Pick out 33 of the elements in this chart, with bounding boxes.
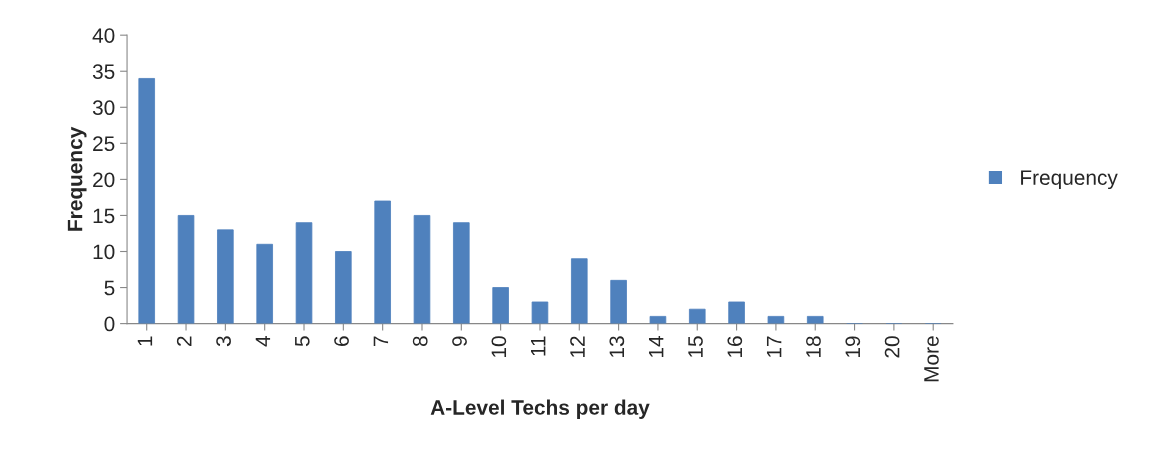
x-tick-label: 11 (531, 336, 546, 356)
y-tick-label: 10 (93, 244, 115, 260)
x-tick-label: 10 (491, 336, 507, 357)
x-tick-label: 8 (412, 336, 428, 347)
y-tick-label: 25 (93, 136, 115, 152)
x-tick-label: 2 (176, 336, 192, 346)
x-tick-label: More (924, 336, 939, 382)
y-tick-label: 40 (92, 28, 115, 43)
x-tick-label: 14 (648, 336, 664, 357)
y-tick-label: 0 (104, 316, 115, 332)
x-tick-label: 19 (845, 336, 861, 357)
x-tick-label: 13 (609, 336, 625, 357)
x-tick-label: 3 (216, 336, 231, 347)
x-tick-label: 4 (255, 336, 271, 347)
x-tick-label: 17 (766, 336, 782, 357)
y-tick-label: 15 (93, 208, 115, 224)
x-tick-label: 1 (137, 336, 153, 346)
x-tick-label: 15 (688, 336, 703, 357)
x-tick-label: 20 (884, 336, 900, 358)
y-tick-label: 30 (92, 100, 115, 116)
y-axis-title: Frequency (67, 126, 87, 231)
x-tick-label: 6 (334, 336, 349, 346)
x-tick-label: 9 (452, 336, 467, 347)
x-tick-label: 18 (806, 336, 821, 357)
x-tick-label: 16 (727, 336, 743, 357)
y-tick-label: 5 (104, 280, 115, 296)
x-tick-label: 12 (570, 336, 585, 357)
legend-label: Frequency (1021, 170, 1118, 190)
x-tick-label: 5 (295, 336, 310, 347)
y-tick-label: 35 (92, 64, 115, 79)
x-tick-label: 7 (373, 336, 389, 346)
x-axis-title: A-Level Techs per day (430, 399, 650, 419)
y-tick-label: 20 (93, 172, 115, 188)
